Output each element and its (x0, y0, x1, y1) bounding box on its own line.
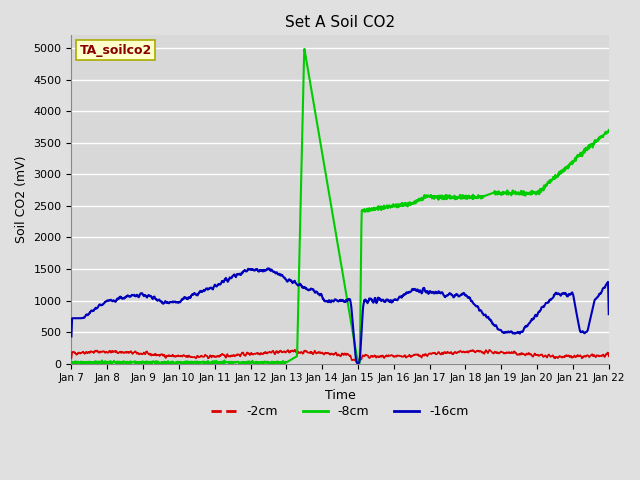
Y-axis label: Soil CO2 (mV): Soil CO2 (mV) (15, 156, 28, 243)
Text: TA_soilco2: TA_soilco2 (79, 44, 152, 57)
X-axis label: Time: Time (324, 389, 355, 402)
Legend: -2cm, -8cm, -16cm: -2cm, -8cm, -16cm (206, 400, 474, 423)
Title: Set A Soil CO2: Set A Soil CO2 (285, 15, 395, 30)
